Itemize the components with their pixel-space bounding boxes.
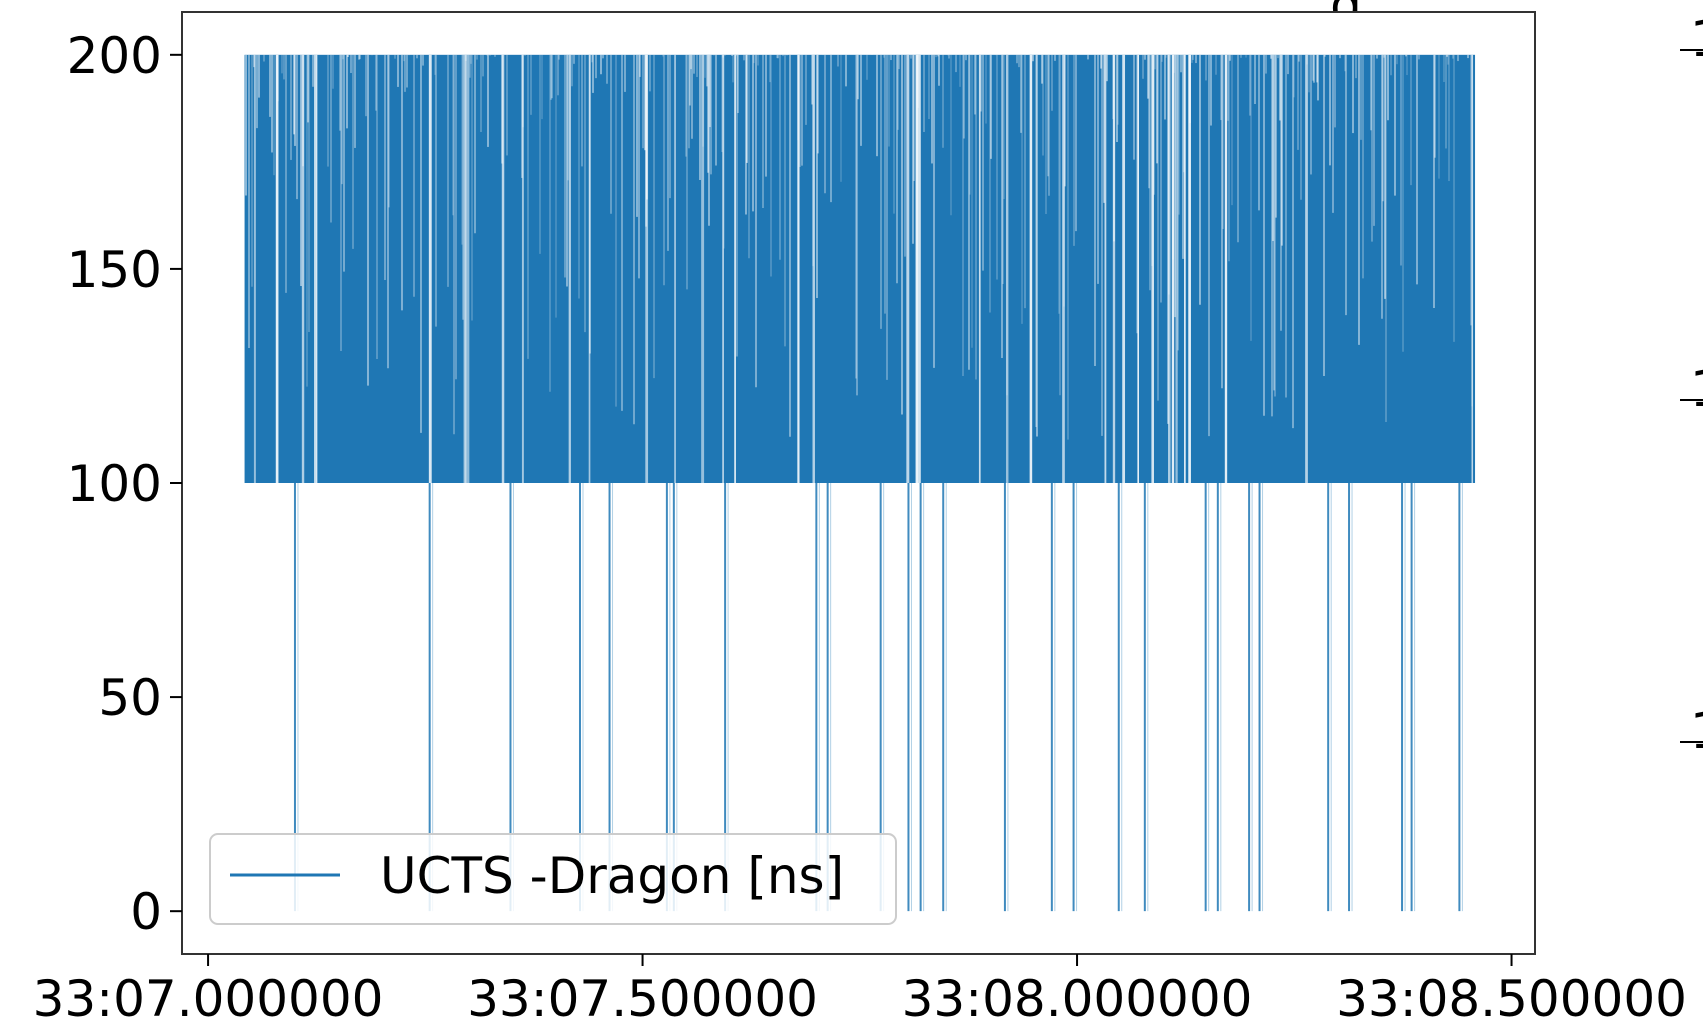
y-tick-label: 50 xyxy=(98,669,162,727)
right-panel-tick-glyph: 1 xyxy=(1690,10,1703,68)
x-tick-label: 33:07.000000 xyxy=(33,970,384,1022)
x-axis: 33:07.000000 33:07.500000 33:08.000000 33:0… xyxy=(33,954,1687,1022)
legend: UCTS -Dragon [ns] xyxy=(209,833,897,925)
y-tick-label: 200 xyxy=(67,27,162,85)
series-band xyxy=(244,54,1476,484)
legend-label: UCTS -Dragon [ns] xyxy=(380,847,844,905)
y-tick-label: 0 xyxy=(130,883,162,941)
legend-box xyxy=(209,833,897,925)
right-panel-tick-glyph: 1 xyxy=(1690,360,1703,418)
x-tick-label: 33:07.500000 xyxy=(467,970,818,1022)
series-layer xyxy=(244,54,1476,912)
y-axis: 0 50 100 150 200 xyxy=(67,27,182,941)
y-tick-label: 150 xyxy=(67,241,162,299)
x-tick-label: 33:08.000000 xyxy=(902,970,1253,1022)
y-tick-label: 100 xyxy=(67,455,162,513)
x-tick-label: 33:08.500000 xyxy=(1336,970,1687,1022)
right-panel-tick-glyph: 1 xyxy=(1690,702,1703,760)
right-panel-fragment: 1 1 1 xyxy=(1680,10,1703,760)
